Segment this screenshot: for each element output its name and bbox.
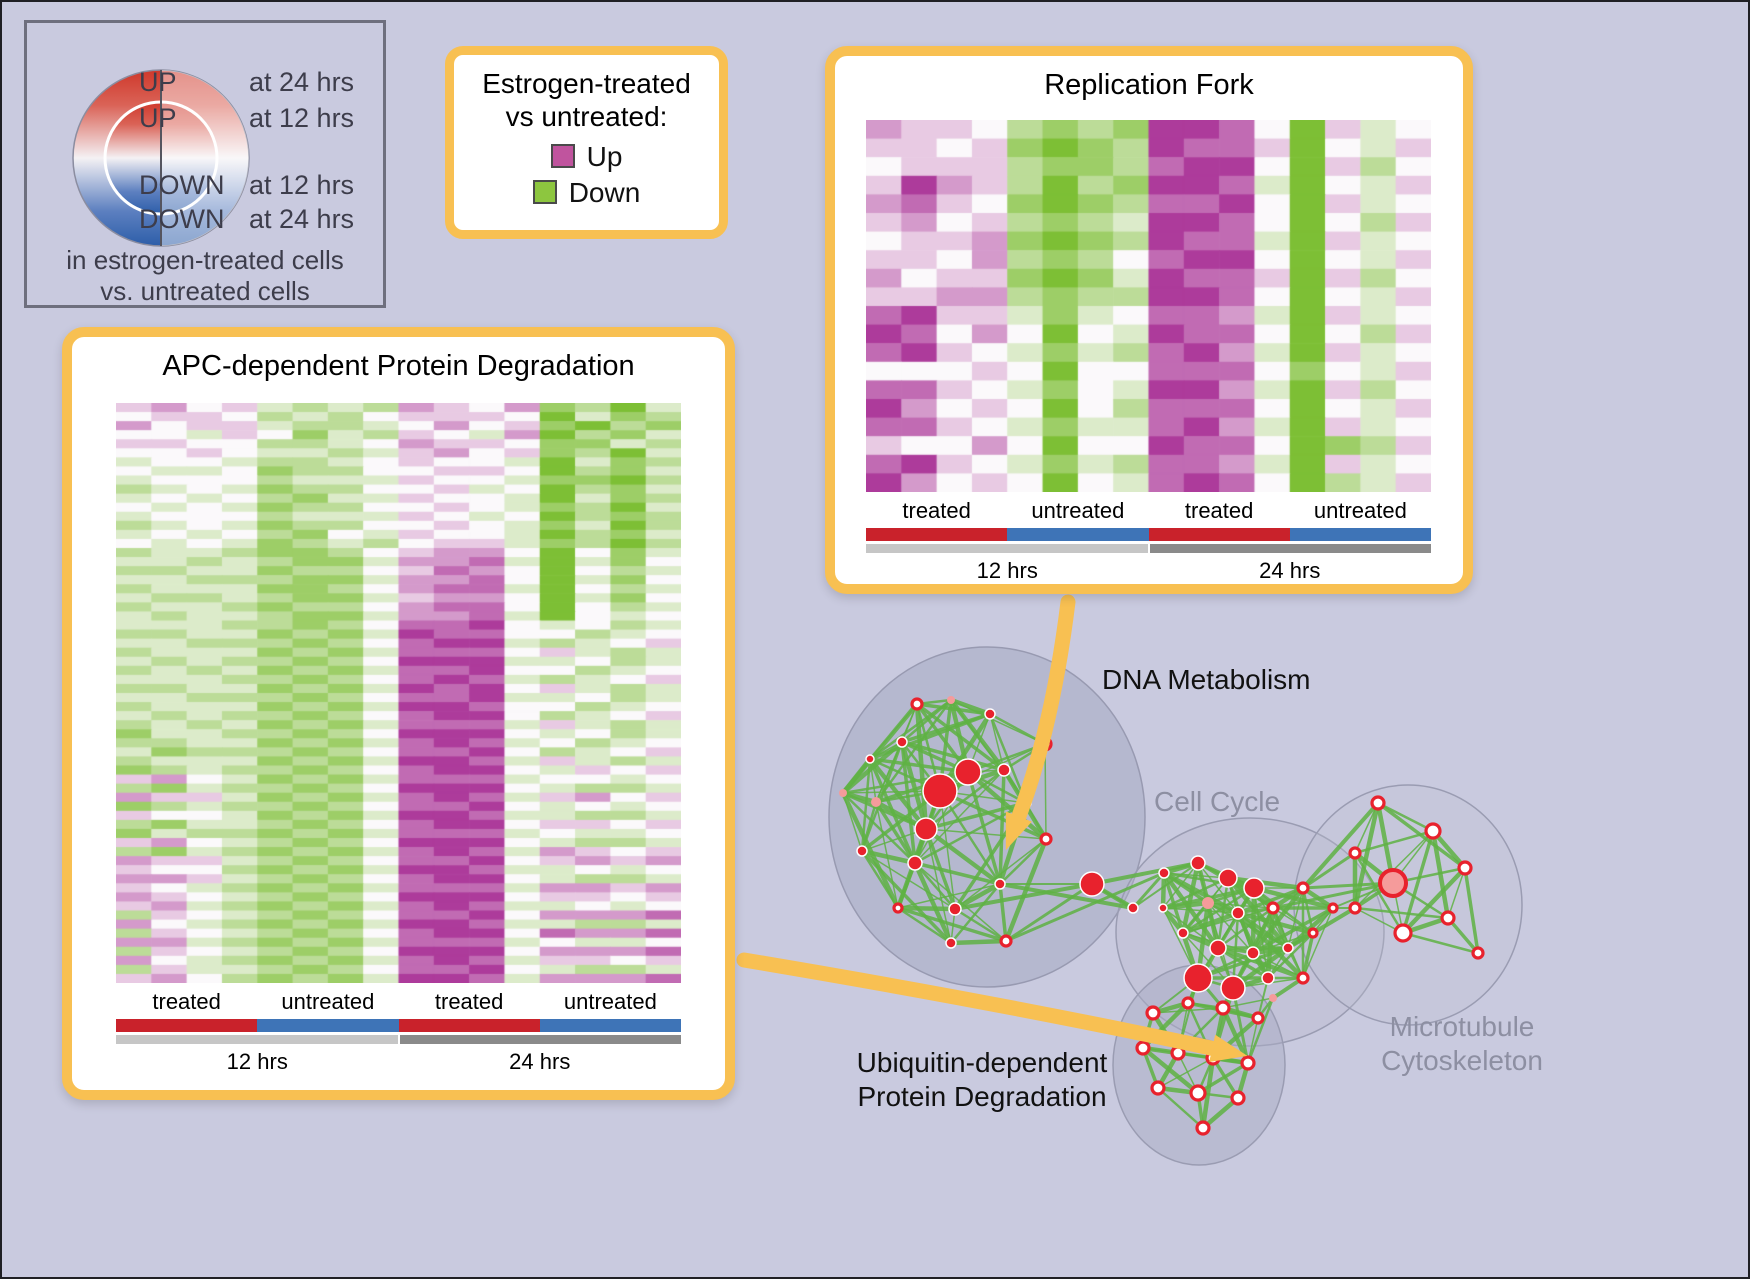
direction-label: UP — [139, 103, 177, 133]
bar-12hrs — [116, 1035, 398, 1044]
up-color-swatch — [550, 144, 575, 169]
bar-12hrs — [866, 544, 1148, 553]
down-color-swatch — [532, 180, 557, 205]
legend-caption-line2: vs. untreated cells — [100, 276, 310, 307]
apc-degradation-panel: APC-dependent Protein Degradation treate… — [62, 327, 735, 1100]
apc-degradation-heatmap — [116, 403, 681, 983]
time-label: at 24 hrs — [249, 204, 355, 234]
apc-panel-title: APC-dependent Protein Degradation — [162, 350, 635, 382]
cell-cycle-label: Cell Cycle — [1154, 786, 1281, 817]
group-label-treated-24: treated — [434, 989, 504, 1014]
microtubule-label-line2: Cytoskeleton — [1381, 1045, 1543, 1077]
condition-color-bar — [866, 528, 1431, 541]
time-label: at 24 hrs — [249, 67, 355, 97]
time-labels: 12 hrs 24 hrs — [116, 1049, 681, 1075]
label-12hrs: 12 hrs — [226, 1049, 288, 1074]
group-labels: treated untreated treated untreated — [116, 989, 681, 1015]
ubiquitin-label-line2: Protein Degradation — [857, 1081, 1107, 1113]
untreated-bar — [257, 1019, 399, 1032]
group-label-treated-24: treated — [1184, 498, 1254, 523]
up-label: Up — [586, 141, 623, 173]
pale-half-overlay — [161, 70, 249, 246]
estrogen-legend-items: Up Down — [454, 141, 719, 209]
estrogen-legend-title: Estrogen-treated vs untreated: — [454, 67, 719, 133]
label-24hrs: 24 hrs — [509, 1049, 571, 1074]
untreated-bar — [1007, 528, 1149, 541]
direction-label: UP — [139, 67, 177, 97]
group-label-untreated-12: untreated — [1031, 498, 1125, 523]
estrogen-legend-title-line2: vs untreated: — [505, 101, 668, 133]
replication-fork-heatmap — [866, 120, 1431, 492]
replication-fork-title: Replication Fork — [1044, 69, 1254, 101]
bar-24hrs — [399, 1035, 681, 1044]
treated-bar — [398, 1019, 540, 1032]
legend-caption: in estrogen-treated cells vs. untreated … — [27, 245, 383, 307]
concentric-rings-diagram — [72, 69, 250, 247]
replication-fork-panel: Replication Fork treated untreated treat… — [825, 46, 1473, 594]
group-labels: treated untreated treated untreated — [866, 498, 1431, 524]
estrogen-color-legend: Estrogen-treated vs untreated: Up Down — [445, 46, 728, 239]
untreated-bar — [539, 1019, 681, 1032]
direction-label: DOWN — [139, 204, 225, 234]
replication-fork-axis: treated untreated treated untreated 12 h… — [866, 498, 1431, 584]
apc-axis: treated untreated treated untreated 12 h… — [116, 989, 681, 1075]
dna-metabolism-label: DNA Metabolism — [1102, 664, 1311, 695]
group-label-treated-12: treated — [902, 498, 971, 523]
legend-item-down: Down — [454, 177, 719, 209]
treated-bar — [866, 528, 1008, 541]
microtubule-label-line1: Microtubule — [1389, 1011, 1535, 1042]
time-label: at 12 hrs — [249, 170, 355, 200]
group-label-untreated-12: untreated — [281, 989, 375, 1014]
bar-24hrs — [1149, 544, 1431, 553]
arrow-to-ubiquitin-cluster — [736, 952, 1248, 1062]
legend-item-up: Up — [454, 141, 719, 173]
treated-bar — [116, 1019, 258, 1032]
ubiquitin-label-line1: Ubiquitin-dependent — [856, 1047, 1108, 1078]
time-color-bar — [116, 1035, 681, 1044]
down-label: Down — [568, 177, 641, 209]
microtubule-cytoskeleton-label: Microtubule Cytoskeleton — [1362, 1010, 1562, 1078]
time-label: at 12 hrs — [249, 103, 355, 133]
ubiquitin-degradation-label: Ubiquitin-dependent Protein Degradation — [832, 1046, 1132, 1114]
condition-color-bar — [116, 1019, 681, 1032]
label-12hrs: 12 hrs — [976, 558, 1038, 583]
group-label-untreated-24: untreated — [563, 989, 657, 1014]
group-label-treated-12: treated — [152, 989, 221, 1014]
untreated-bar — [1289, 528, 1431, 541]
time-color-bar — [866, 544, 1431, 553]
time-labels: 12 hrs 24 hrs — [866, 558, 1431, 584]
treated-bar — [1148, 528, 1290, 541]
legend-caption-line1: in estrogen-treated cells — [66, 245, 344, 275]
expression-direction-legend: UP at 24 hrs UP at 12 hrs DOWN at 12 hrs… — [24, 20, 386, 308]
estrogen-legend-title-line1: Estrogen-treated — [482, 68, 691, 99]
arrow-to-dna-cluster — [1005, 594, 1076, 851]
direction-label: DOWN — [139, 170, 225, 200]
label-24hrs: 24 hrs — [1259, 558, 1321, 583]
group-label-untreated-24: untreated — [1313, 498, 1407, 523]
